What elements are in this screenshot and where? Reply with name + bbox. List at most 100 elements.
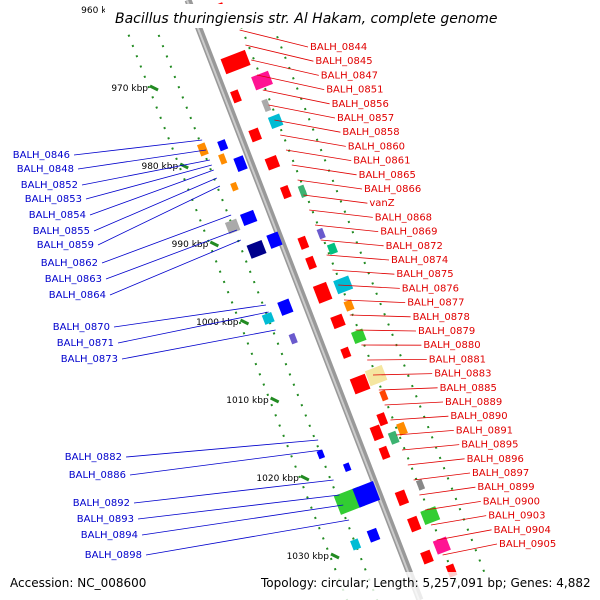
gene-name: BALH_0897 [472,468,529,479]
gene-name: BALH_0881 [429,354,486,365]
gene-name: BALH_0893 [77,514,134,525]
leader-line [117,311,269,344]
gene-block [432,536,451,555]
gene-name: BALH_0857 [337,113,394,124]
leader-line [314,224,379,232]
left-gene-label: BALH_0864 [49,239,241,301]
right-gene-label: BALH_0866 [297,179,421,195]
kbp-tick-mark [209,240,220,248]
gene-name: BALH_0846 [13,150,70,161]
gene-block [196,142,209,157]
leader-line [303,194,368,204]
gene-block [330,313,346,330]
gene-name: BALH_0855 [33,226,90,237]
leader-line [101,214,232,264]
gene-block [340,346,352,359]
gene-block [288,332,298,345]
gene-block [217,139,229,152]
leader-line [355,329,417,332]
kbp-tick: 970 kbp [111,84,159,94]
gene-block [230,89,242,104]
leader-line [113,304,266,328]
gene-block [312,281,333,304]
gene-name: BALH_0877 [407,298,464,309]
kbp-tick: 1020 kbp [256,474,310,484]
gene-name: BALH_0899 [477,482,534,493]
leader-line [262,89,330,105]
gene-name: BALH_0895 [461,440,518,451]
gene-block [369,424,384,442]
right-gene-label: BALH_0847 [251,59,378,81]
kbp-tick: 1000 kbp [196,318,250,328]
gene-name: BALH_0886 [69,470,126,481]
leader-line [109,239,241,296]
gene-block [251,70,273,91]
accession-text: Accession: NC_008600 [10,576,146,590]
leader-line [268,104,336,119]
leader-line [93,177,217,232]
gene-block [220,49,251,75]
left-gene-label: BALH_0882 [65,439,319,463]
gene-name: BALH_0903 [488,511,545,522]
left-guide [123,24,349,600]
gene-name: BALH_0873 [61,354,118,365]
gene-block [261,311,275,325]
leader-line [256,74,325,90]
left-gene-label: BALH_0846 [13,139,203,161]
kbp-tick-label: 960 kbp [81,6,118,16]
gene-block [349,373,371,395]
left-gene-label: BALH_0870 [53,304,266,333]
gene-name: BALH_0882 [65,452,122,463]
leader-line [274,119,341,133]
right-gene-label: BALH_0891 [396,425,513,436]
gene-name: BALH_0848 [17,164,74,175]
kbp-tick-mark [179,162,189,170]
gene-block [218,153,228,165]
leader-line [81,159,210,186]
left-gene-label: BALH_0873 [61,329,276,365]
gene-name: BALH_0871 [57,338,114,349]
kbp-tick: 980 kbp [141,162,189,172]
right-gene-labels: BALH_0844 BALH_0845 BALH_0847 BALH_0851 BALH… [239,29,556,556]
right-gene-label: BALH_0858 [274,119,400,138]
gene-block [316,449,326,460]
gene-name: BALH_0859 [37,240,94,251]
right-gene-label: BALH_0889 [384,397,502,408]
gene-block [379,389,389,402]
leader-line [251,59,319,76]
gene-name: BALH_0869 [380,227,437,238]
kbp-tick-label: 980 kbp [141,162,178,172]
gene-name: BALH_0868 [375,212,432,223]
right-gene-label: BALH_0844 [239,29,367,53]
right-gene-label: BALH_0851 [256,74,383,96]
gene-name: BALH_0880 [423,340,480,351]
gene-name: BALH_0879 [418,326,475,337]
leader-line [97,185,221,246]
kbp-tick-label: 990 kbp [172,240,209,250]
kbp-ticks: 960 kbp 970 kbp 980 kbp 990 kbp 1000 kbp 1010… [81,6,340,562]
gene-name: BALH_0845 [315,56,372,67]
leader-line [85,164,212,200]
leader-line [390,415,449,421]
kbp-tick: 1010 kbp [226,396,280,406]
leader-line [413,472,471,481]
gene-block [248,127,263,143]
leader-line [309,209,373,218]
gene-name: BALH_0892 [73,498,130,509]
title-background [105,4,505,28]
leader-line [239,29,309,48]
right-gene-label: vanZ [303,194,395,209]
gene-name: BALH_0870 [53,322,110,333]
right-gene-label: BALH_0865 [291,164,416,181]
gene-block [376,412,389,427]
leader-line [384,401,444,406]
leader-line [285,149,352,161]
left-gene-label: BALH_0863 [45,229,238,285]
left-gene-label: BALH_0892 [73,479,334,509]
gene-block [387,430,400,445]
gene-name: BALH_0874 [391,255,448,266]
leader-line [436,529,492,541]
right-gene-label: BALH_0880 [361,340,481,351]
gene-block [407,515,422,533]
leader-line [129,449,323,476]
